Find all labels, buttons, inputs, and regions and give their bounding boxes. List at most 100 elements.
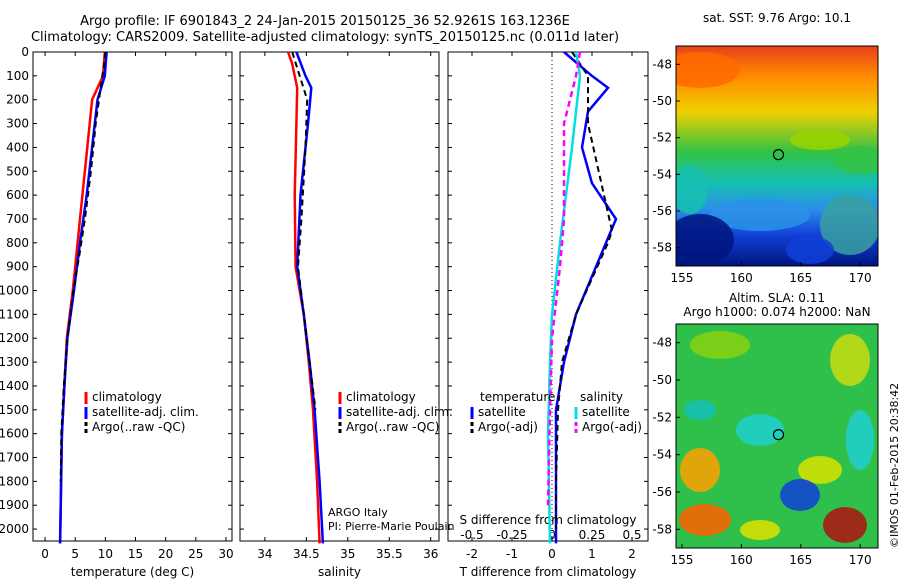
depth-axis-tick-label: 1800 — [0, 474, 29, 488]
salinity-panel-frame — [239, 51, 440, 542]
temperature-series-2 — [59, 51, 107, 482]
depth-axis-tick-label: 1900 — [0, 498, 29, 512]
salinity-axis-title: salinity — [318, 565, 361, 579]
sst-map-image — [676, 46, 878, 266]
sla-feature — [823, 507, 867, 543]
sst-feature — [820, 195, 878, 255]
temperature-legend-0-label: climatology — [92, 390, 162, 404]
sst-map-lon-tick-label: 165 — [789, 271, 812, 285]
sla-map-lat-tick-label: -50 — [652, 373, 672, 387]
depth-axis-tick-label: 500 — [6, 164, 29, 178]
sla-feature — [740, 520, 780, 540]
difference-legend-heading-temperature: temperature — [480, 390, 555, 404]
difference-panel-frame — [447, 51, 649, 542]
sla-feature — [780, 479, 820, 511]
sst-map-lat-tick-label: -48 — [652, 57, 672, 71]
sst-map-lat-tick-label: -54 — [652, 167, 672, 181]
temperature-series-0 — [58, 51, 107, 544]
salinity-axis-tick-label: 35 — [340, 547, 355, 561]
depth-axis-tick-label: 900 — [6, 260, 29, 274]
sla-map-lon-tick-label: 155 — [670, 553, 693, 567]
sal-diff-tick-label: 0 — [548, 528, 556, 542]
difference-legend-0-label: satellite — [478, 405, 526, 419]
sal-diff-tick-label: -0.5 — [460, 528, 483, 542]
sst-map-lat-tick-label: -58 — [652, 241, 672, 255]
sst-feature — [790, 130, 850, 150]
sla-map-title-1: Argo h1000: 0.074 h2000: NaN — [683, 305, 870, 319]
salinity-series-1 — [295, 51, 325, 544]
sst-feature — [834, 146, 878, 174]
salinity-series-2 — [291, 51, 317, 410]
difference-series-0 — [554, 51, 618, 544]
salinity-legend-1-label: satellite-adj. clim. — [346, 405, 453, 419]
difference-legend-3-label: Argo(-adj) — [582, 420, 642, 434]
difference-series-2 — [546, 51, 582, 544]
depth-axis-tick-label: 300 — [6, 117, 29, 131]
depth-axis-tick-label: 100 — [6, 69, 29, 83]
difference-legend-heading-salinity: salinity — [580, 390, 623, 404]
temperature-legend-2-label: Argo(..raw -QC) — [92, 420, 185, 434]
depth-axis-tick-label: 1700 — [0, 451, 29, 465]
temp-diff-axis-tick-label: 2 — [628, 547, 636, 561]
temperature-axis-tick-label: 30 — [218, 547, 233, 561]
sst-map-frame — [675, 45, 879, 267]
temp-diff-axis-tick-label: -2 — [466, 547, 478, 561]
title-line-1: Argo profile: IF 6901843_2 24-Jan-2015 2… — [80, 14, 570, 29]
temperature-axis-tick-label: 10 — [98, 547, 113, 561]
depth-axis-tick-label: 400 — [6, 140, 29, 154]
difference-legend-2-label: satellite — [582, 405, 630, 419]
salinity-series-0 — [286, 51, 321, 544]
sal-diff-tick-label: 0.5 — [622, 528, 641, 542]
depth-axis-tick-label: 1100 — [0, 307, 29, 321]
sla-map-lat-tick-label: -52 — [652, 410, 672, 424]
temperature-axis-title: temperature (deg C) — [71, 565, 194, 579]
depth-axis-tick-label: 1600 — [0, 427, 29, 441]
sla-feature — [679, 504, 731, 536]
temperature-axis-tick-label: 0 — [41, 547, 49, 561]
depth-axis-tick-label: 200 — [6, 93, 29, 107]
depth-axis-tick-label: 1500 — [0, 403, 29, 417]
sst-feature — [710, 199, 810, 231]
sla-map-lon-tick-label: 165 — [789, 553, 812, 567]
sst-map-title-0: sat. SST: 9.76 Argo: 10.1 — [703, 11, 851, 25]
sst-map-lat-tick-label: -52 — [652, 131, 672, 145]
depth-axis-tick-label: 1400 — [0, 379, 29, 393]
temp-diff-axis-title: T difference from climatology — [459, 565, 637, 579]
depth-axis-tick-label: 0 — [21, 45, 29, 59]
temperature-axis-tick-label: 25 — [188, 547, 203, 561]
temp-diff-axis-tick-label: 1 — [588, 547, 596, 561]
temperature-panel-frame — [32, 51, 233, 542]
temperature-legend-1-label: satellite-adj. clim. — [92, 405, 199, 419]
sla-feature — [798, 456, 842, 484]
sla-map-lat-tick-label: -48 — [652, 336, 672, 350]
sla-feature — [830, 334, 870, 386]
sst-feature — [786, 236, 834, 264]
depth-axis-tick-label: 1200 — [0, 331, 29, 345]
sla-feature — [684, 400, 716, 420]
temp-diff-axis-tick-label: -1 — [506, 547, 518, 561]
sst-feature — [676, 166, 708, 214]
sst-feature — [676, 214, 734, 266]
sst-map-lon-tick-label: 170 — [849, 271, 872, 285]
salinity-legend-2-label: Argo(..raw -QC) — [346, 420, 439, 434]
sla-map-lat-tick-label: -56 — [652, 485, 672, 499]
sst-map-lat-tick-label: -50 — [652, 94, 672, 108]
sla-feature — [736, 414, 784, 446]
sst-map-argo-position-marker — [772, 149, 785, 161]
sal-diff-tick-label: 0.25 — [579, 528, 606, 542]
imos-credit: ©IMOS 01-Feb-2015 20:38:42 — [888, 382, 900, 548]
sla-map-argo-position-marker — [772, 429, 785, 441]
salinity-legend-0-label: climatology — [346, 390, 416, 404]
sst-feature — [676, 52, 740, 88]
pi-credit: PI: Pierre-Marie Poulain — [328, 520, 455, 533]
sla-map-lat-tick-label: -58 — [652, 522, 672, 536]
sla-feature — [690, 331, 750, 359]
salinity-axis-tick-label: 35.5 — [376, 547, 403, 561]
sst-map-lon-tick-label: 160 — [730, 271, 753, 285]
title-line-2: Climatology: CARS2009. Satellite-adjuste… — [30, 30, 620, 45]
salinity-axis-tick-label: 34.5 — [293, 547, 320, 561]
difference-legend-1-label: Argo(-adj) — [478, 420, 538, 434]
temperature-series-1 — [58, 51, 108, 544]
depth-axis-tick-label: 800 — [6, 236, 29, 250]
